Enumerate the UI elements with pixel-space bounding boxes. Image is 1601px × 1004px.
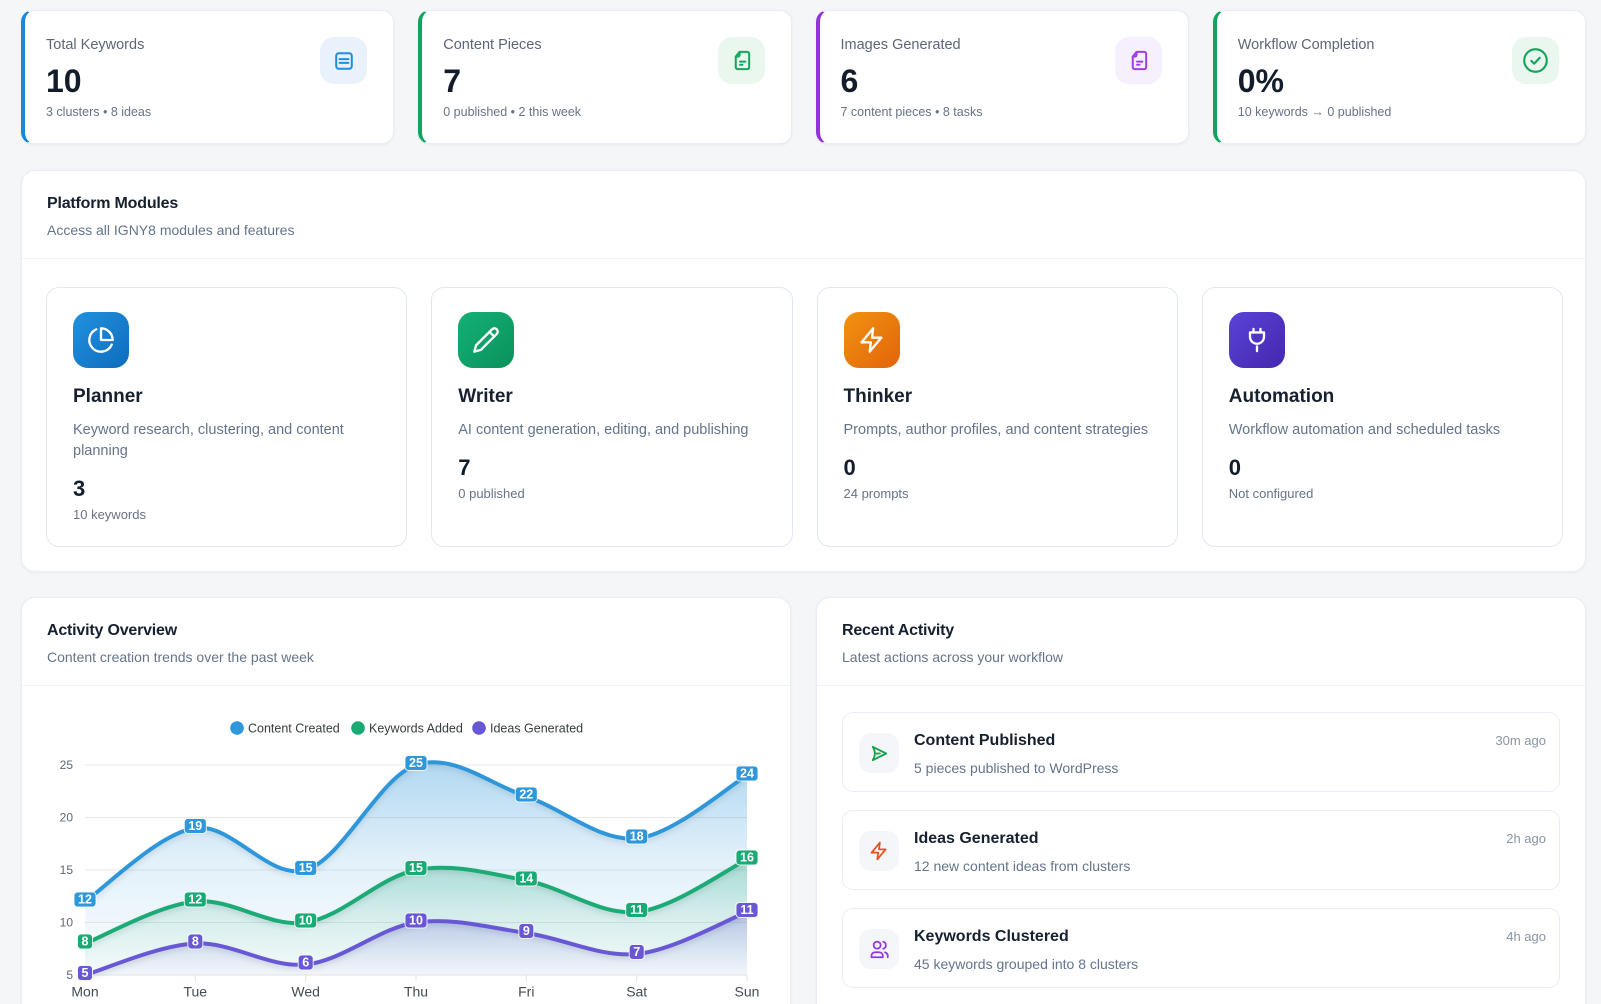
svg-text:10: 10 (299, 914, 313, 928)
svg-text:11: 11 (630, 903, 643, 917)
svg-text:Tue: Tue (183, 984, 207, 1000)
svg-text:25: 25 (60, 758, 74, 772)
svg-text:Content Created: Content Created (248, 722, 340, 736)
svg-text:Sat: Sat (626, 984, 647, 1000)
svg-text:24: 24 (740, 767, 754, 781)
svg-text:Thu: Thu (404, 984, 428, 1000)
svg-text:15: 15 (299, 861, 313, 875)
svg-text:5: 5 (66, 968, 73, 982)
svg-text:6: 6 (302, 956, 309, 970)
svg-text:11: 11 (740, 903, 753, 917)
svg-text:15: 15 (60, 863, 74, 877)
svg-text:25: 25 (409, 756, 423, 770)
svg-text:16: 16 (740, 851, 754, 865)
svg-text:12: 12 (188, 893, 202, 907)
svg-text:12: 12 (78, 893, 92, 907)
svg-text:Keywords Added: Keywords Added (369, 722, 463, 736)
svg-text:8: 8 (192, 935, 199, 949)
svg-text:14: 14 (519, 872, 533, 886)
svg-text:Sun: Sun (735, 984, 760, 1000)
svg-text:10: 10 (60, 916, 74, 930)
svg-text:20: 20 (60, 811, 74, 825)
svg-text:15: 15 (409, 861, 423, 875)
svg-text:Fri: Fri (518, 984, 534, 1000)
svg-text:Mon: Mon (71, 984, 98, 1000)
svg-text:5: 5 (82, 966, 89, 980)
svg-text:Ideas Generated: Ideas Generated (490, 722, 583, 736)
svg-text:7: 7 (633, 945, 640, 959)
svg-text:8: 8 (82, 935, 89, 949)
svg-text:Wed: Wed (291, 984, 320, 1000)
svg-text:22: 22 (519, 788, 533, 802)
svg-text:9: 9 (523, 924, 530, 938)
svg-text:10: 10 (409, 914, 423, 928)
svg-text:18: 18 (630, 830, 644, 844)
svg-text:19: 19 (188, 819, 202, 833)
